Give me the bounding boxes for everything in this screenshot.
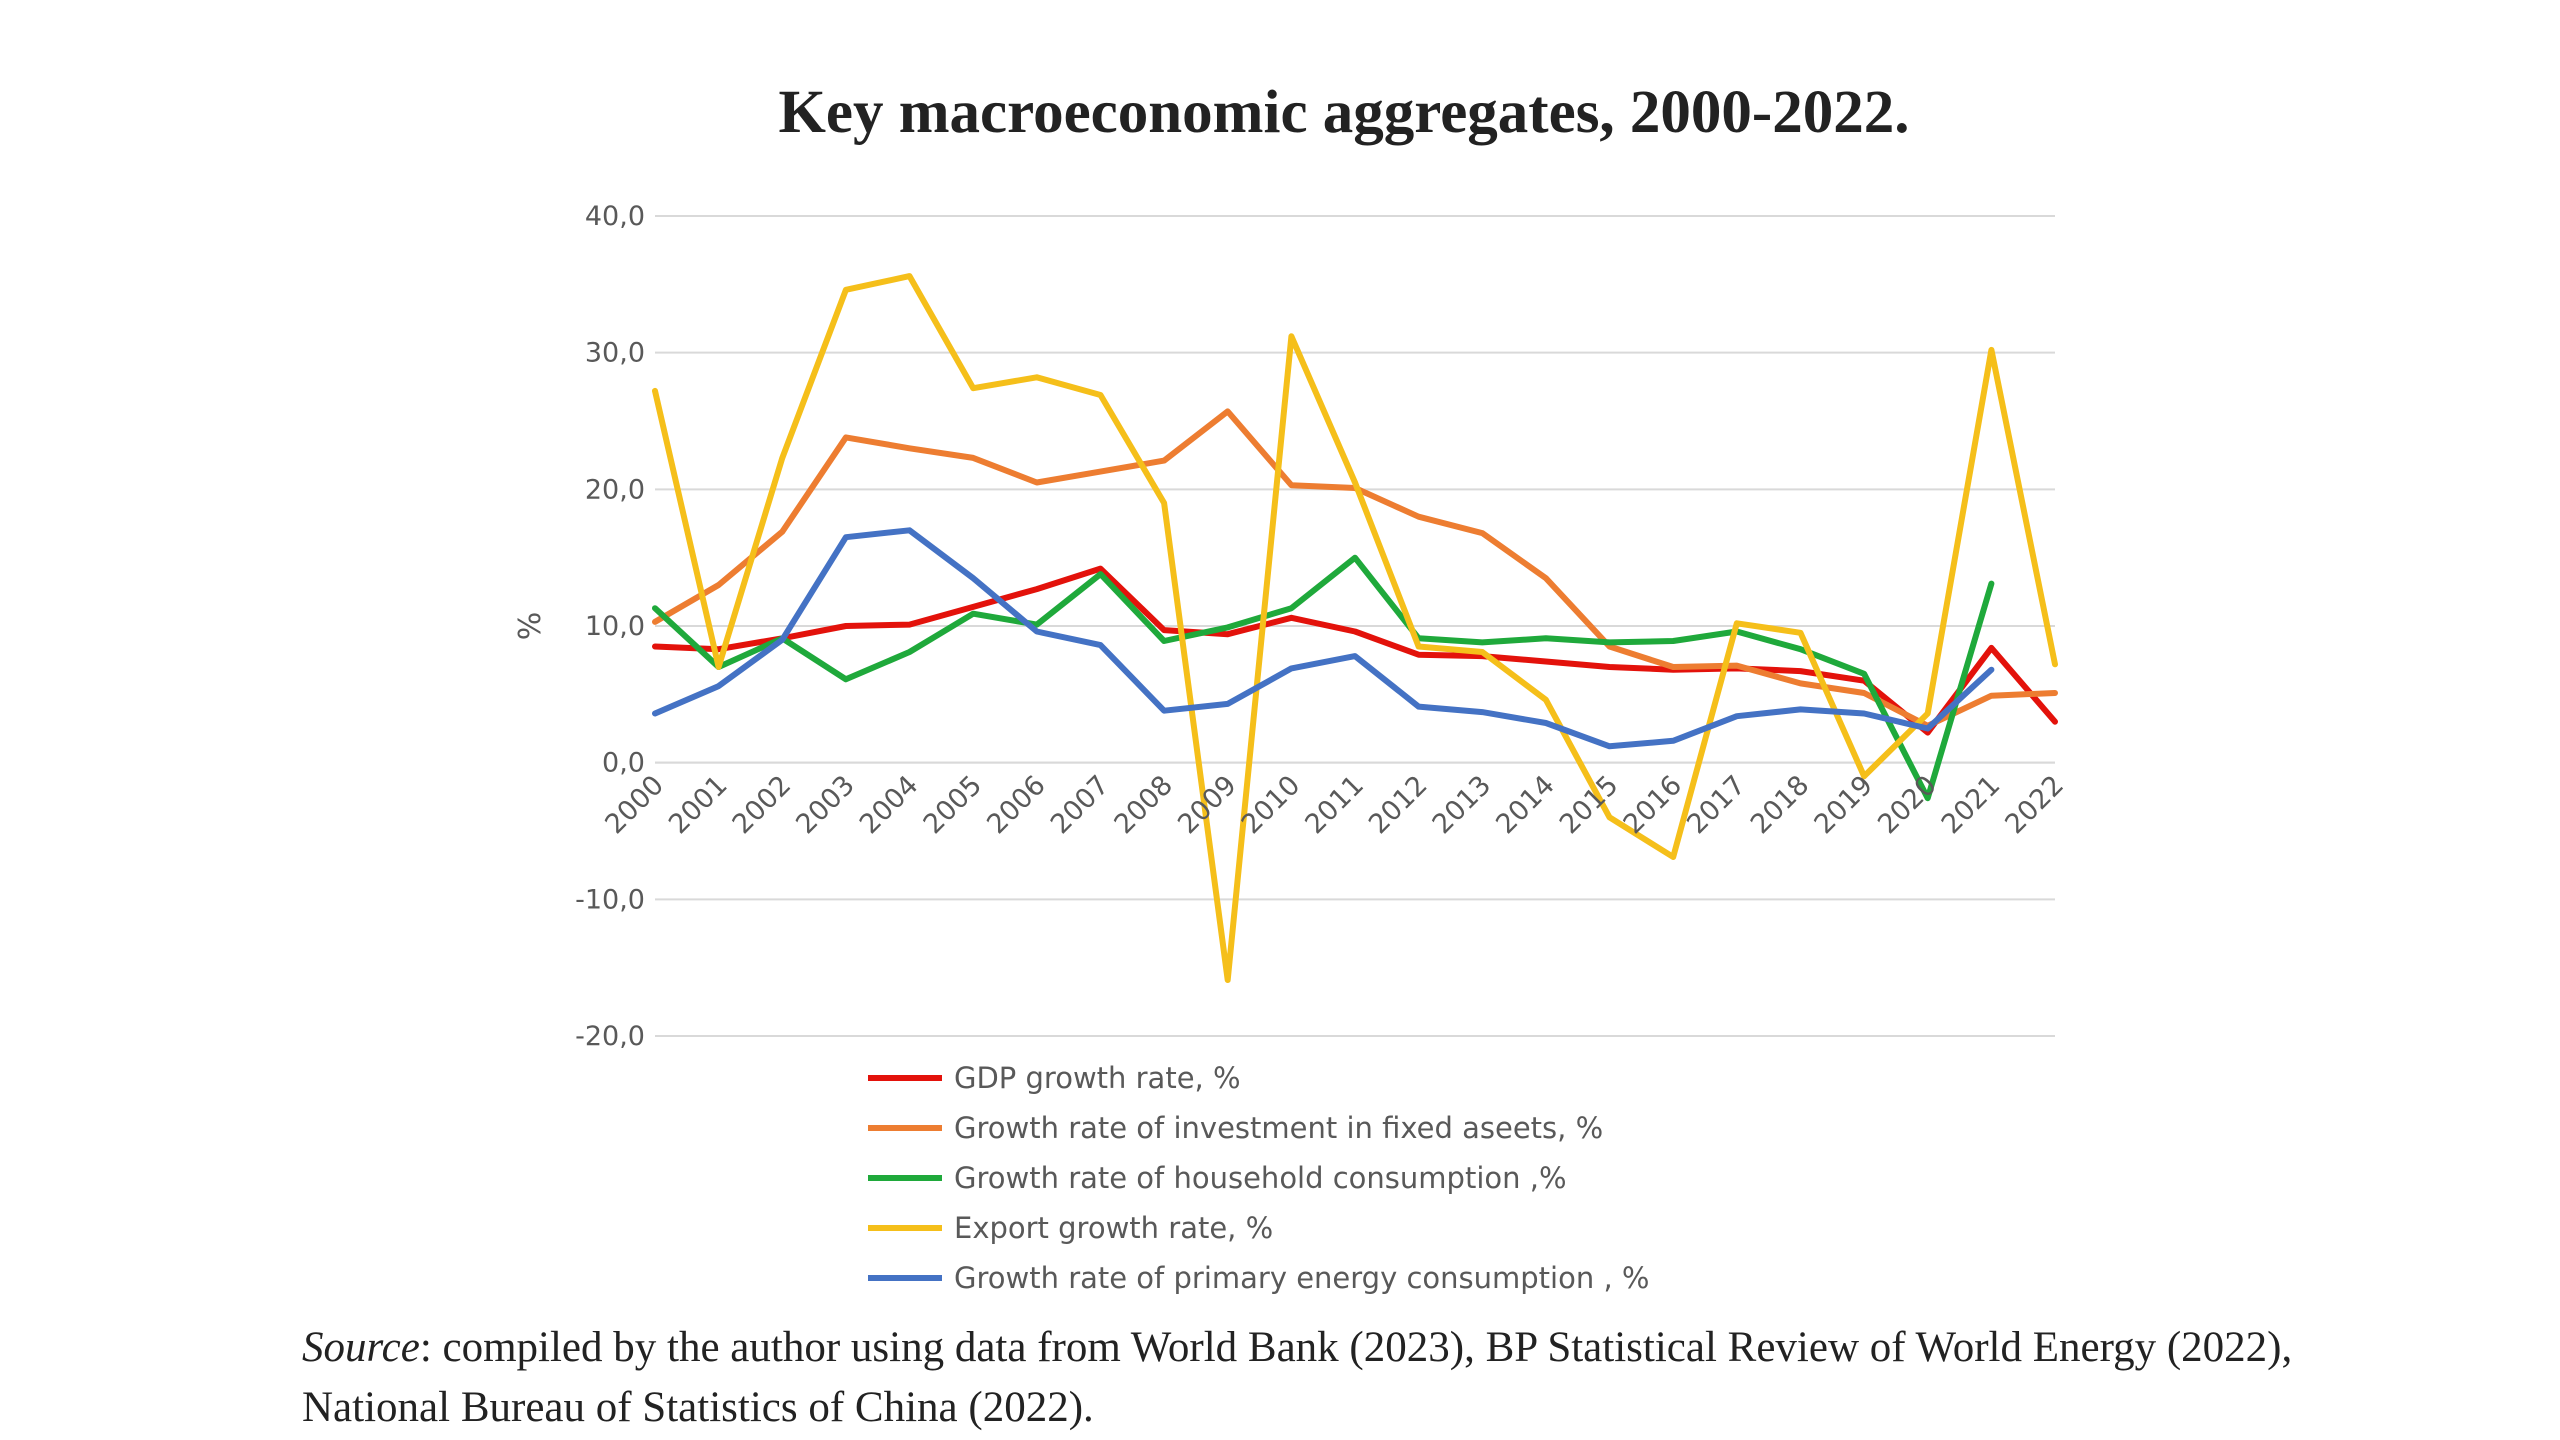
x-tick-label: 2021	[1936, 770, 2007, 841]
series-line	[652, 554, 1995, 802]
y-axis-label: %	[513, 612, 548, 641]
source-text: : compiled by the author using data from…	[302, 1324, 2293, 1431]
x-axis-ticks: 2000200120022003200420052006200720082009…	[599, 770, 2070, 841]
legend: GDP growth rate, % Growth rate of investm…	[868, 1061, 1649, 1295]
x-tick-label: 2000	[599, 770, 670, 841]
y-tick-label: 30,0	[585, 338, 645, 369]
legend-label: Export growth rate, %	[954, 1211, 1273, 1245]
x-tick-label: 2018	[1745, 770, 1816, 841]
source-label: Source	[302, 1324, 420, 1371]
chart-title: Key macroeconomic aggregates, 2000-2022.	[0, 78, 2560, 148]
series-lines	[652, 273, 2058, 983]
legend-label: GDP growth rate, %	[954, 1061, 1241, 1095]
x-tick-label: 2019	[1809, 770, 1880, 841]
x-tick-label: 2013	[1427, 770, 1498, 841]
x-tick-label: 2014	[1490, 770, 1561, 841]
x-tick-label: 2005	[918, 770, 989, 841]
series-line	[652, 273, 2058, 983]
x-tick-label: 2003	[790, 770, 861, 841]
x-tick-label: 2008	[1109, 770, 1180, 841]
x-tick-label: 2001	[663, 770, 734, 841]
source-note: Source: compiled by the author using dat…	[302, 1318, 2402, 1438]
y-tick-label: 20,0	[585, 474, 645, 505]
x-tick-label: 2004	[854, 770, 925, 841]
series-line	[652, 565, 2058, 736]
legend-label: Growth rate of household consumption ,%	[954, 1161, 1567, 1195]
y-axis-ticks: 40,0 30,0 20,0 10,0 0,0 -10,0 -20,0	[575, 201, 645, 1052]
x-tick-label: 2007	[1045, 770, 1116, 841]
series-line	[652, 527, 1995, 750]
y-tick-label: 40,0	[585, 201, 645, 232]
x-tick-label: 2002	[727, 770, 798, 841]
x-tick-label: 2012	[1363, 770, 1434, 841]
y-tick-label: 0,0	[602, 748, 645, 779]
x-tick-label: 2006	[981, 770, 1052, 841]
x-tick-label: 2022	[1999, 770, 2070, 841]
legend-label: Growth rate of primary energy consumptio…	[954, 1261, 1649, 1295]
y-tick-label: -20,0	[575, 1021, 645, 1052]
y-tick-label: 10,0	[585, 611, 645, 642]
y-tick-label: -10,0	[575, 884, 645, 915]
x-tick-label: 2011	[1299, 770, 1370, 841]
line-chart: 40,030,020,010,00,0-10,0-20,0 2000200120…	[513, 201, 2070, 1295]
chart-title-text: Key macroeconomic aggregates, 2000-2022.	[778, 79, 1910, 146]
legend-label: Growth rate of investment in fixed aseet…	[954, 1111, 1603, 1145]
